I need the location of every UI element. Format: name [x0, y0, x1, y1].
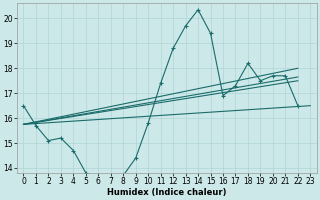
X-axis label: Humidex (Indice chaleur): Humidex (Indice chaleur) — [107, 188, 227, 197]
